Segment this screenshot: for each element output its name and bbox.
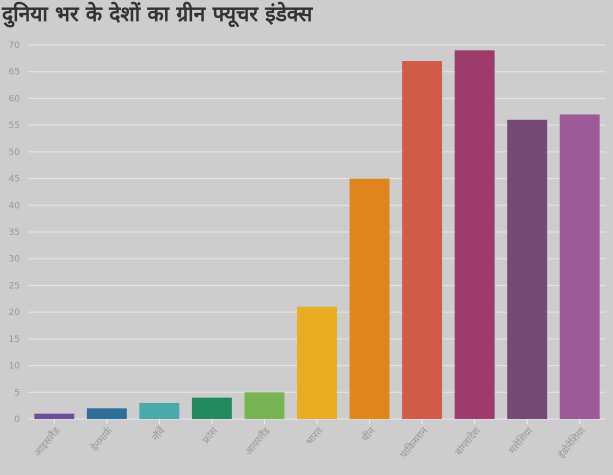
x-tick-label: बांग्लादेश (453, 425, 483, 458)
y-tick-label: 70 (9, 41, 21, 51)
x-tick-label: आइसलैंड (32, 425, 63, 459)
y-tick-label: 60 (9, 94, 21, 104)
x-tick-label: डेनमार्क (88, 425, 115, 455)
y-tick-label: 15 (9, 335, 20, 345)
bar (559, 114, 600, 419)
y-tick-label: 0 (14, 415, 20, 425)
x-tick-label: नॉर्वे (150, 424, 169, 443)
bar (244, 392, 285, 419)
x-tick-label: भारत (304, 426, 325, 448)
bar (349, 178, 390, 419)
y-tick-label: 20 (9, 308, 21, 318)
y-tick-label: 5 (14, 388, 20, 398)
y-tick-label: 50 (9, 148, 21, 158)
bar (191, 397, 232, 419)
x-tick-label: इंडोनेशिया (556, 425, 589, 461)
bar (139, 402, 180, 419)
x-tick-label: पाकिस्तान (398, 425, 431, 461)
y-tick-label: 35 (9, 228, 20, 238)
bar (507, 119, 548, 420)
y-tick-label: 45 (9, 175, 20, 185)
y-tick-label: 40 (9, 201, 21, 211)
bar (297, 306, 337, 419)
y-tick-label: 10 (9, 362, 21, 372)
chart-title: दुनिया भर के देशों का ग्रीन फ्यूचर इंडेक… (2, 2, 313, 26)
x-tick-label: आयरलैंड (243, 425, 273, 458)
y-tick-label: 30 (9, 255, 21, 265)
x-tick-label: चीन (359, 425, 378, 444)
y-tick-label: 25 (9, 281, 20, 291)
x-tick-label: फ्रांस (200, 425, 220, 446)
bar (402, 61, 443, 420)
bar (454, 50, 495, 419)
y-tick-label: 65 (9, 68, 20, 78)
bar (34, 413, 75, 419)
x-tick-label: मलेशिया (507, 425, 536, 456)
bar (86, 408, 127, 419)
y-tick-label: 55 (9, 121, 20, 131)
